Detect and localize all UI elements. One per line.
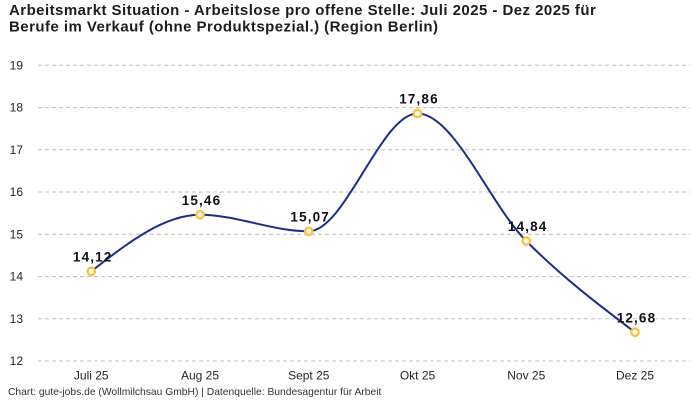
svg-text:Dez 25: Dez 25	[616, 369, 654, 383]
svg-text:Nov 25: Nov 25	[507, 369, 545, 383]
svg-text:15: 15	[10, 228, 24, 242]
svg-text:14,84: 14,84	[508, 219, 548, 234]
svg-text:Arbeitsmarkt Situation - Arbei: Arbeitsmarkt Situation - Arbeitslose pro…	[9, 2, 596, 19]
svg-text:Chart: gute-jobs.de (Wollmilch: Chart: gute-jobs.de (Wollmilchsau GmbH) …	[8, 387, 381, 398]
svg-text:17: 17	[10, 143, 24, 157]
svg-text:16: 16	[10, 185, 24, 199]
svg-text:12,68: 12,68	[617, 311, 657, 326]
svg-text:15,46: 15,46	[182, 193, 222, 208]
svg-text:Sept 25: Sept 25	[288, 369, 330, 383]
svg-text:Berufe im Verkauf (ohne Produk: Berufe im Verkauf (ohne Produktspezial.)…	[9, 19, 438, 36]
svg-text:19: 19	[10, 59, 24, 73]
svg-text:Juli 25: Juli 25	[74, 369, 109, 383]
svg-text:12: 12	[10, 354, 24, 368]
svg-text:Okt 25: Okt 25	[400, 369, 436, 383]
svg-text:14: 14	[10, 270, 24, 284]
svg-text:14,12: 14,12	[73, 250, 113, 265]
svg-text:15,07: 15,07	[290, 210, 330, 225]
svg-text:Aug 25: Aug 25	[181, 369, 219, 383]
svg-text:17,86: 17,86	[399, 92, 439, 107]
svg-text:18: 18	[10, 101, 24, 115]
svg-text:13: 13	[10, 312, 24, 326]
